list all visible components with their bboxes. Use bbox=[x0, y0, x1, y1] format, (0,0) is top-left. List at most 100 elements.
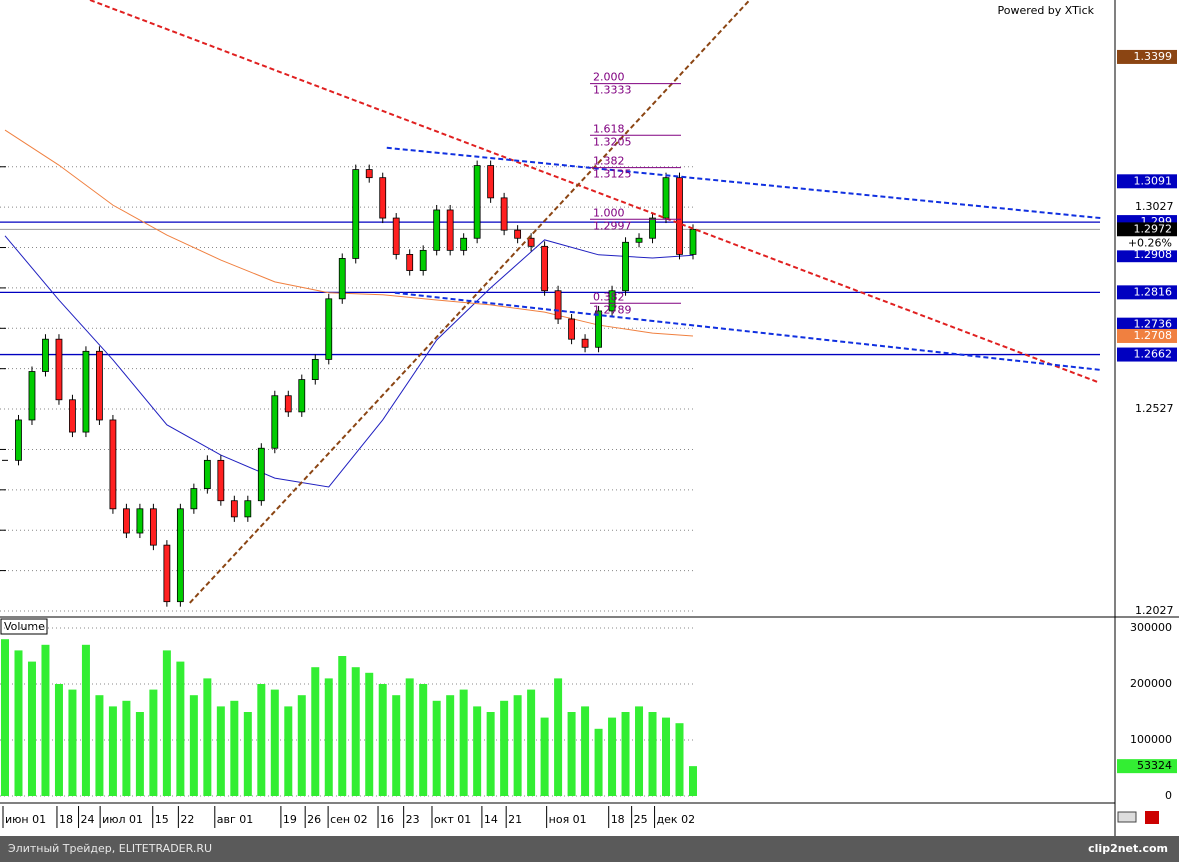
header-text: Powered by XTick bbox=[998, 4, 1095, 17]
fib-ratio: 0.382 bbox=[593, 290, 625, 303]
volume-bar bbox=[68, 689, 77, 796]
candle bbox=[190, 488, 198, 510]
x-tick-label: июл 01 bbox=[102, 813, 143, 826]
volume-bar bbox=[297, 695, 306, 796]
candle bbox=[446, 209, 454, 251]
volume-bar bbox=[608, 717, 617, 796]
candle bbox=[338, 258, 346, 300]
candle bbox=[82, 350, 90, 433]
x-tick-label: окт 01 bbox=[434, 813, 471, 826]
x-tick-label: дек 02 bbox=[657, 813, 696, 826]
volume-bar bbox=[81, 644, 90, 796]
change-label-box bbox=[1117, 236, 1177, 251]
price-label-box bbox=[1117, 347, 1177, 362]
volume-bar bbox=[41, 644, 50, 796]
x-tick-label: 19 bbox=[283, 813, 297, 826]
volume-bar bbox=[459, 689, 468, 796]
volume-bar bbox=[594, 728, 603, 796]
x-tick-label: 25 bbox=[634, 813, 648, 826]
scroll-icon[interactable] bbox=[1117, 811, 1137, 823]
candle bbox=[42, 338, 49, 372]
volume-bar bbox=[14, 650, 23, 796]
fib-price: 1.2789 bbox=[593, 303, 632, 316]
candle bbox=[581, 338, 589, 348]
candle bbox=[109, 419, 117, 510]
price-label-box bbox=[1117, 174, 1177, 189]
volume-bar bbox=[540, 717, 549, 796]
candle bbox=[676, 177, 683, 255]
volume-bar bbox=[27, 661, 36, 796]
candle bbox=[460, 237, 468, 251]
candle bbox=[96, 350, 103, 421]
fib-price: 1.3333 bbox=[593, 84, 632, 97]
candle bbox=[608, 290, 616, 312]
candle bbox=[217, 459, 225, 502]
volume-bar bbox=[176, 661, 185, 796]
volume-tick-label: 300000 bbox=[1130, 621, 1172, 634]
candle bbox=[595, 310, 602, 348]
volume-bar bbox=[122, 700, 131, 796]
volume-bar bbox=[581, 706, 590, 796]
candle bbox=[149, 508, 157, 546]
volume-bar bbox=[162, 650, 171, 796]
candle bbox=[662, 177, 670, 219]
volume-bar bbox=[405, 678, 414, 796]
fib-ratio: 1.382 bbox=[593, 155, 625, 168]
candle bbox=[433, 209, 441, 251]
footer-bar bbox=[0, 836, 1179, 862]
candle bbox=[163, 544, 171, 603]
volume-bar bbox=[675, 723, 684, 796]
volume-title-box bbox=[0, 618, 48, 635]
volume-bar bbox=[284, 706, 293, 796]
candle bbox=[325, 298, 333, 360]
volume-bar bbox=[1, 639, 9, 796]
candle bbox=[541, 245, 548, 292]
x-tick-label: 23 bbox=[406, 813, 420, 826]
candle bbox=[689, 228, 697, 255]
candle bbox=[136, 508, 144, 534]
candle bbox=[15, 419, 22, 461]
volume-title: Volume bbox=[4, 620, 45, 633]
candle bbox=[514, 229, 522, 239]
fib-ratio: 1.000 bbox=[593, 206, 625, 219]
volume-bar bbox=[392, 695, 401, 796]
x-tick-label: 15 bbox=[155, 813, 169, 826]
x-tick-label: 18 bbox=[611, 813, 625, 826]
volume-bar bbox=[95, 695, 104, 796]
volume-bar bbox=[378, 684, 387, 796]
trendline bbox=[394, 291, 1101, 371]
price-label: 1.3091 bbox=[1134, 174, 1173, 187]
volume-bar bbox=[527, 689, 536, 796]
volume-bar bbox=[419, 684, 428, 796]
fib-price: 1.2997 bbox=[593, 219, 632, 232]
y-tick-label: 1.2027 bbox=[1135, 604, 1174, 617]
fib-ratio: 2.000 bbox=[593, 71, 625, 84]
x-tick-label: 18 bbox=[59, 813, 73, 826]
candle bbox=[55, 338, 63, 401]
x-tick-label: 14 bbox=[484, 813, 498, 826]
candle bbox=[379, 177, 387, 219]
volume-bar bbox=[108, 706, 117, 796]
volume-bar bbox=[189, 695, 198, 796]
volume-bar bbox=[662, 717, 671, 796]
price-label-box bbox=[1117, 49, 1177, 64]
change-label: +0.26% bbox=[1128, 236, 1172, 249]
trendline bbox=[89, 0, 1099, 383]
volume-bar bbox=[135, 712, 144, 796]
footer-right: clip2net.com bbox=[1088, 842, 1168, 855]
footer-left: Элитный Трейдер, ELITETRADER.RU bbox=[8, 842, 212, 855]
candle bbox=[554, 290, 562, 320]
candle bbox=[392, 217, 400, 255]
volume-bar bbox=[257, 684, 266, 796]
x-tick-label: 24 bbox=[81, 813, 95, 826]
candle bbox=[257, 447, 265, 502]
moving-average bbox=[4, 235, 694, 488]
candle bbox=[635, 237, 643, 243]
fib-ratio: 1.618 bbox=[593, 122, 625, 135]
volume-label: 53324 bbox=[1137, 759, 1172, 772]
exit-icon[interactable] bbox=[1145, 811, 1159, 824]
candle bbox=[487, 165, 495, 199]
price-label-box bbox=[1117, 285, 1177, 300]
price-label-box bbox=[1117, 222, 1177, 237]
volume-bar bbox=[648, 712, 657, 796]
